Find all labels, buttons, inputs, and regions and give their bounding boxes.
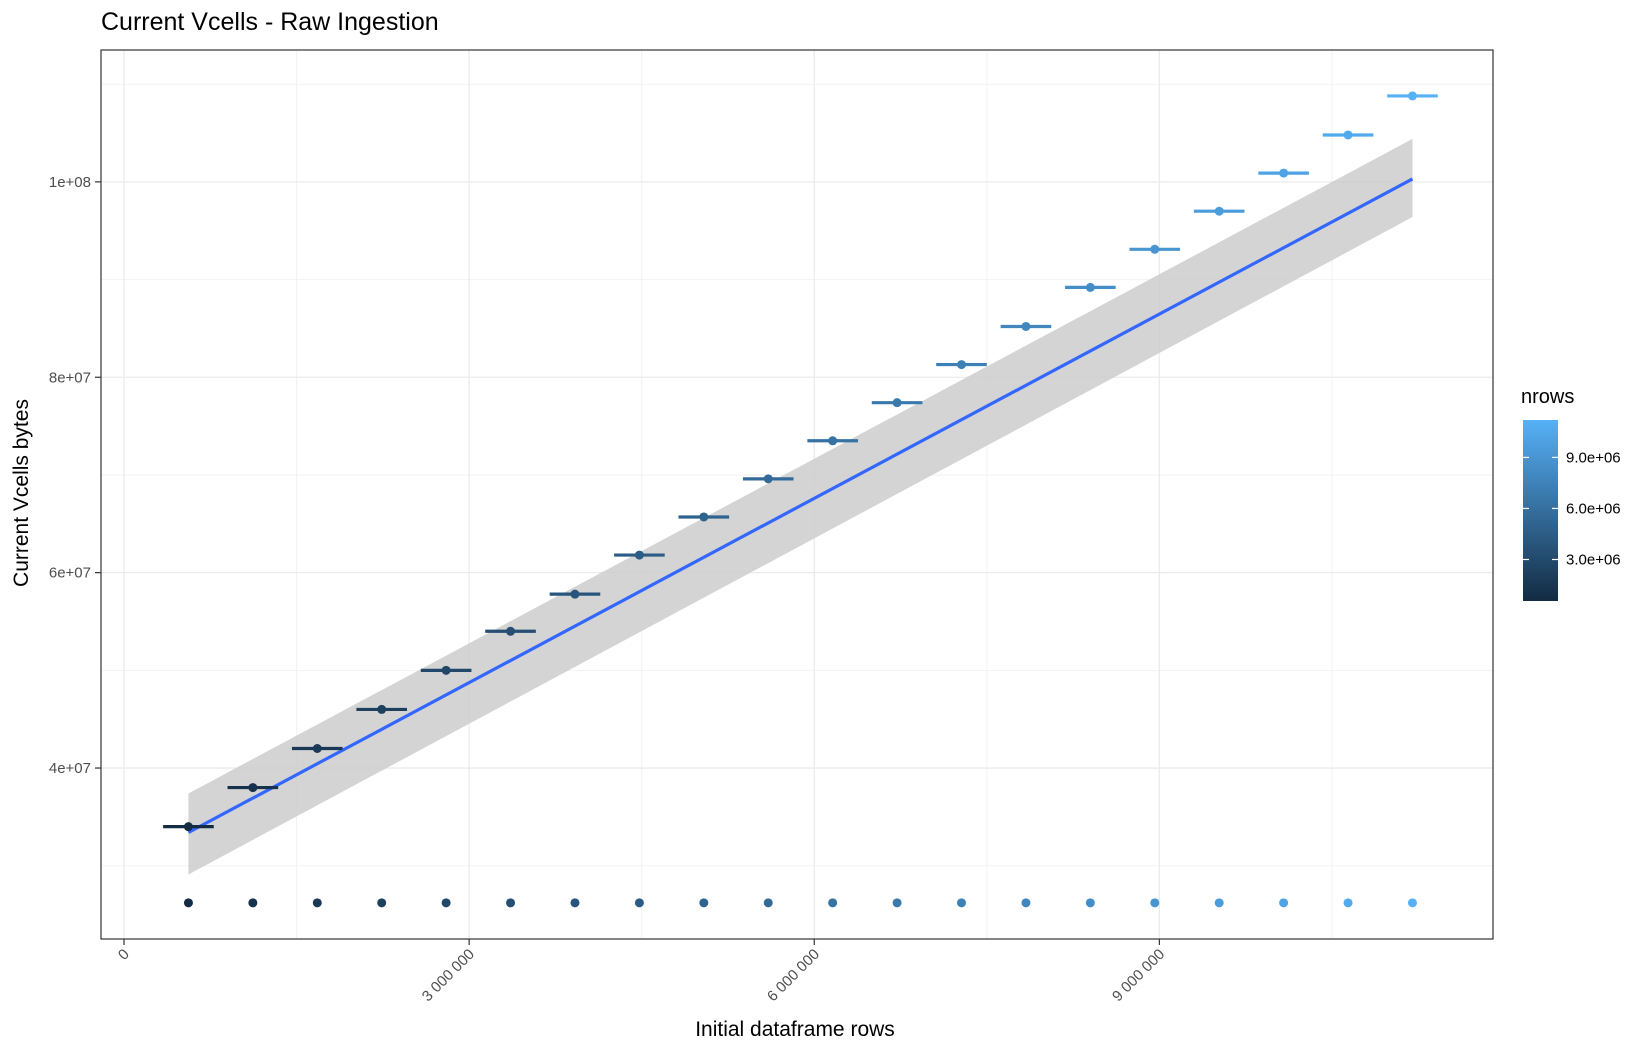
range-point: [1407, 91, 1417, 101]
range-point: [892, 398, 902, 408]
y-tick-label: 4e+07: [49, 760, 91, 777]
point-range: [1129, 244, 1181, 254]
range-point: [957, 360, 967, 370]
range-point: [377, 704, 387, 714]
point-range: [356, 704, 408, 714]
point-range: [678, 512, 730, 522]
baseline-point: [1021, 898, 1031, 908]
range-point: [828, 436, 838, 446]
fit-line-segment: [187, 177, 1414, 834]
baseline-point: [248, 898, 258, 908]
range-point: [1343, 130, 1353, 140]
point-range: [614, 550, 665, 560]
baseline-point: [1407, 898, 1417, 908]
baseline-point: [1343, 898, 1353, 908]
baseline-point: [699, 898, 709, 908]
x-tick-label: 3 000 000: [419, 946, 478, 1005]
range-point: [1279, 168, 1289, 178]
range-point: [1085, 282, 1095, 292]
point-range: [807, 436, 858, 446]
x-axis-title: Initial dataframe rows: [695, 1018, 895, 1041]
point-ranges: [163, 91, 1438, 832]
point-range: [742, 474, 794, 484]
range-point: [506, 626, 516, 636]
baseline-point: [1150, 898, 1160, 908]
range-point: [570, 589, 580, 599]
legend-label: 3.0e+06: [1566, 551, 1621, 568]
baseline-point: [634, 898, 644, 908]
baseline-point: [892, 898, 902, 908]
legend-colorbar: [1523, 420, 1558, 601]
chart-title: Current Vcells - Raw Ingestion: [101, 8, 439, 36]
range-point: [1214, 206, 1224, 216]
point-range: [1387, 91, 1438, 101]
y-axis: 4e+07 6e+07 8e+07 1e+08: [49, 174, 101, 777]
panel-border: [100, 49, 1494, 940]
range-point: [1021, 321, 1031, 331]
x-axis: 0 3 000 000 6 000 000 9 000 000: [115, 939, 1168, 1005]
range-point: [1150, 244, 1160, 254]
x-tick-label: 0: [115, 946, 133, 964]
point-range: [1258, 168, 1309, 178]
point-range: [291, 744, 343, 753]
range-point: [634, 550, 644, 560]
point-range: [420, 665, 472, 675]
baseline-point: [763, 898, 773, 908]
baseline-point: [1279, 898, 1289, 908]
point-range: [1193, 206, 1245, 216]
range-point: [441, 665, 451, 675]
baseline-point: [312, 898, 322, 908]
point-range: [227, 783, 279, 793]
y-axis-title: Current Vcells bytes: [10, 399, 33, 587]
legend-ticks: 3.0e+06 6.0e+06 9.0e+06: [1523, 449, 1621, 568]
fit-line: [187, 177, 1414, 834]
range-point: [248, 783, 258, 793]
point-range: [1065, 282, 1116, 292]
point-range: [871, 398, 923, 408]
y-tick-label: 6e+07: [49, 565, 91, 582]
point-range: [549, 589, 601, 599]
range-point: [312, 744, 322, 753]
baseline-point: [828, 898, 838, 908]
legend: nrows 3.0e+06 6.0e+06 9.0e+06: [1521, 386, 1621, 601]
y-tick-label: 8e+07: [49, 369, 91, 386]
baseline-point: [506, 898, 516, 908]
point-range: [936, 360, 987, 370]
baseline-point: [1214, 898, 1224, 908]
plot-panel: [100, 49, 1494, 940]
legend-label: 9.0e+06: [1566, 449, 1621, 466]
baseline-point: [377, 898, 387, 908]
legend-title: nrows: [1521, 386, 1574, 408]
baseline-point: [1085, 898, 1095, 908]
baseline-points: [183, 898, 1417, 908]
point-range: [485, 626, 536, 636]
range-point: [763, 474, 773, 484]
x-tick-label: 6 000 000: [764, 946, 823, 1005]
range-point: [699, 512, 709, 522]
point-range: [163, 822, 214, 832]
baseline-point: [183, 898, 193, 908]
point-range: [1000, 321, 1052, 331]
point-range: [1322, 130, 1374, 140]
legend-label: 6.0e+06: [1566, 500, 1621, 517]
x-tick-label: 9 000 000: [1109, 946, 1168, 1005]
baseline-point: [957, 898, 967, 908]
baseline-point: [570, 898, 580, 908]
y-tick-label: 1e+08: [49, 174, 91, 191]
range-point: [183, 822, 193, 832]
baseline-point: [441, 898, 451, 908]
